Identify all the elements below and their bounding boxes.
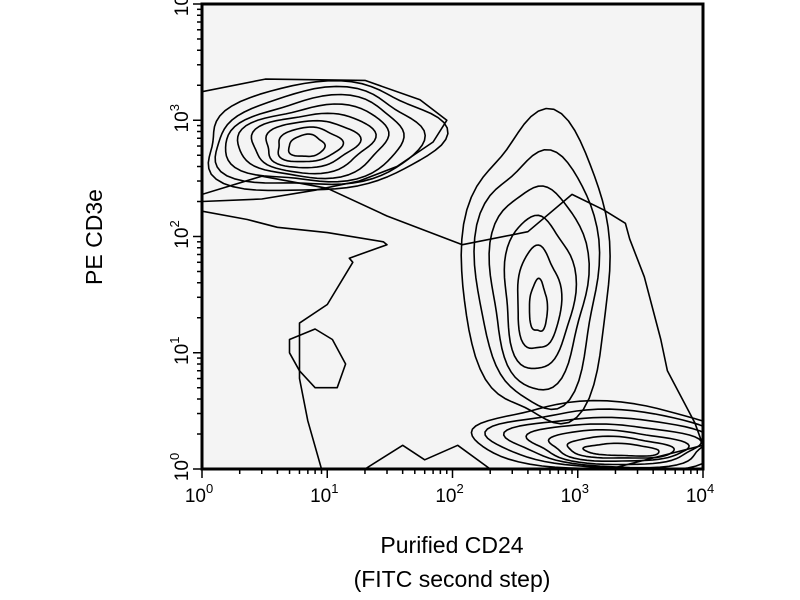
population-0-level-4	[236, 103, 390, 180]
x-tick-label: 102	[435, 481, 463, 507]
plot-area	[202, 4, 703, 469]
y-tick-label: 100	[167, 453, 193, 481]
plot-frame	[200, 2, 705, 471]
contour-layer	[202, 78, 703, 469]
population-2-level-3	[525, 423, 702, 466]
x-axis-label-line2: (FITC second step)	[354, 566, 551, 592]
x-tick-label: 104	[686, 481, 714, 507]
population-0-level-6	[214, 85, 426, 186]
population-1-level-0	[528, 277, 549, 332]
x-axis-label-line1: Purified CD24	[380, 532, 523, 558]
population-1-level-5	[460, 107, 611, 425]
outer-contour-0	[202, 175, 703, 469]
population-2-level-6	[470, 399, 703, 469]
population-1-level-3	[488, 185, 590, 391]
x-tick-label: 103	[561, 481, 589, 507]
population-2-level-1	[566, 435, 675, 459]
population-0-level-1	[277, 126, 345, 163]
tick-label-layer: 100 101 102 103 104 100 101 102 103 104	[167, 0, 714, 507]
population-1-level-1	[516, 244, 563, 350]
population-1-level-2	[503, 214, 578, 370]
population-0-level-7	[207, 79, 449, 192]
population-0-level-2	[265, 119, 362, 169]
population-2-level-5	[484, 408, 703, 469]
population-2-level-2	[547, 429, 690, 462]
population-0-level-5	[224, 93, 405, 183]
y-tick-label: 103	[167, 104, 193, 132]
outer-contour-1	[202, 78, 448, 203]
population-0-level-3	[250, 112, 377, 175]
y-tick-label: 102	[167, 220, 193, 248]
x-tick-label: 101	[310, 481, 338, 507]
population-2-level-0	[582, 442, 660, 457]
population-2-level-4	[502, 416, 703, 469]
population-1-level-4	[473, 149, 601, 411]
x-tick-label: 100	[185, 481, 213, 507]
y-axis-label: PE CD3e	[81, 189, 107, 285]
small-contour-0	[288, 328, 347, 389]
y-tick-label: 101	[167, 337, 193, 365]
y-tick-label: 104	[167, 0, 193, 16]
population-0-level-0	[287, 133, 326, 158]
